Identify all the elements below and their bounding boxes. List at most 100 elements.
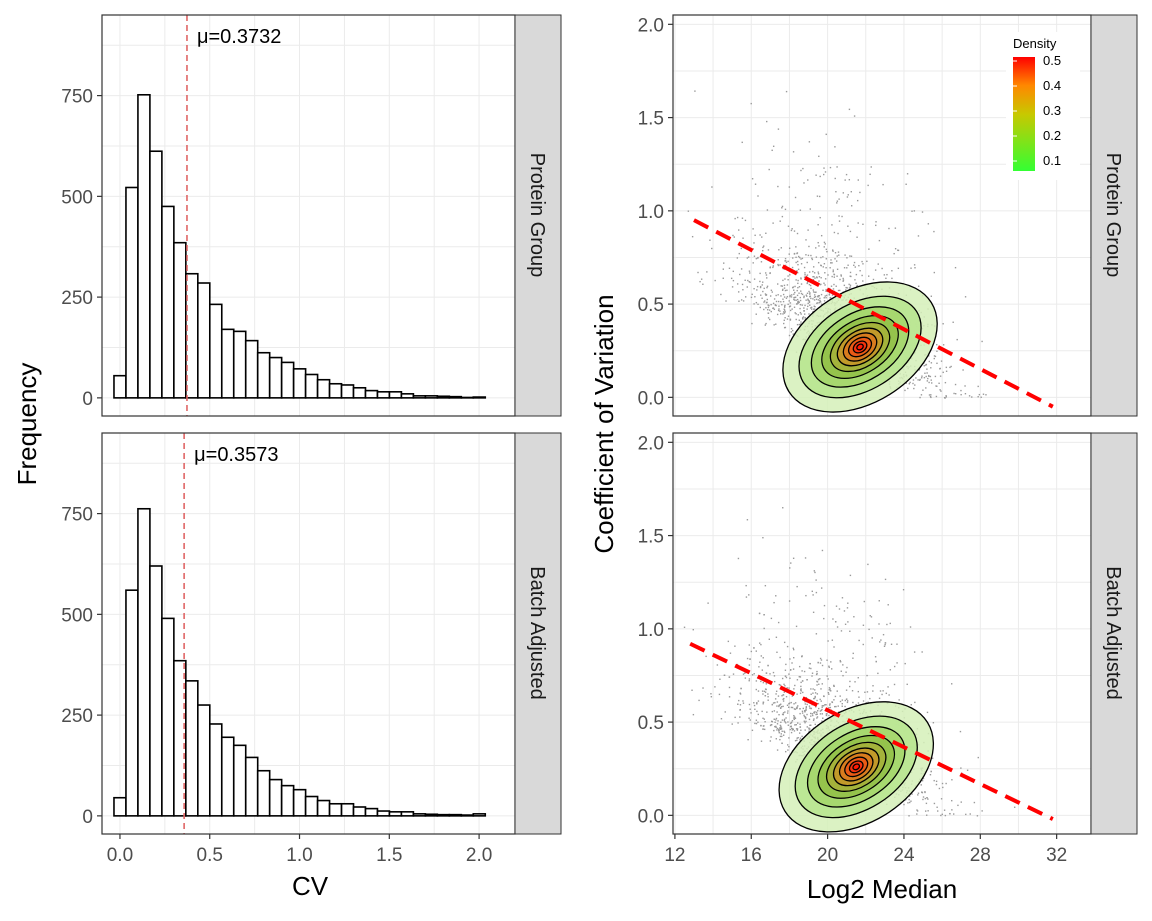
scatter-point: [881, 693, 883, 696]
scatter-point: [977, 396, 979, 398]
scatter-point: [862, 643, 864, 646]
scatter-point: [808, 718, 811, 721]
scatter-point: [801, 257, 804, 260]
scatter-point: [789, 658, 791, 660]
histogram-bar: [436, 395, 451, 399]
scatter-point: [857, 222, 859, 224]
scatter-point: [848, 287, 851, 289]
scatter-point: [841, 699, 844, 701]
scatter-point: [920, 377, 923, 379]
scatter-point: [748, 270, 751, 272]
scatter-point: [819, 299, 821, 302]
scatter-point: [864, 691, 866, 693]
scatter-point: [814, 291, 816, 294]
scatter-point: [928, 360, 931, 363]
scatter-point: [795, 318, 797, 321]
scatter-point: [845, 698, 848, 700]
scatter-point: [933, 355, 936, 357]
scatter-point: [982, 393, 985, 395]
scatter-point: [917, 794, 919, 796]
scatter-point: [782, 507, 784, 509]
trend-line: [693, 218, 1054, 409]
scatter-point: [809, 208, 811, 210]
histogram-bar: [161, 205, 175, 399]
histogram-bar: [328, 802, 343, 817]
scatter-point: [869, 615, 871, 617]
scatter-point: [702, 687, 704, 689]
scatter-point: [884, 642, 887, 644]
scatter-point: [926, 797, 928, 799]
scatter-point: [878, 697, 881, 699]
strip-scatter-bottom: Batch Adjusted: [1090, 432, 1138, 835]
panel-0: μ=0.3732 0 250 500 750: [61, 14, 516, 417]
scatter-point: [836, 690, 838, 692]
scatter-point: [809, 712, 812, 715]
scatter-point: [786, 704, 789, 706]
scatter-point: [811, 713, 814, 715]
scatter-point: [773, 601, 775, 604]
scatter-point: [821, 713, 823, 715]
scatter-point: [793, 730, 796, 732]
scatter-point: [882, 633, 885, 636]
scatter-point: [814, 692, 817, 694]
scatter-point: [772, 702, 775, 704]
scatter-point: [834, 146, 836, 148]
scatter-point: [768, 638, 771, 640]
scatter-point: [778, 683, 781, 686]
scatter-point: [844, 254, 846, 256]
scatter-point: [839, 700, 842, 703]
scatter-point: [811, 308, 813, 310]
scatter-point: [841, 705, 843, 707]
scatter-point: [791, 308, 793, 310]
scatter-point: [771, 291, 773, 293]
scatter-point: [765, 322, 767, 325]
scatter-point: [787, 710, 789, 712]
scatter-point: [773, 710, 776, 712]
scatter-point: [868, 275, 870, 277]
scatter-point: [757, 256, 759, 259]
scatter-point: [857, 690, 860, 693]
scatter-point: [820, 688, 822, 690]
scatter-point: [815, 174, 817, 176]
scatter-point: [797, 301, 799, 303]
scatter-point: [810, 667, 812, 670]
scatter-point: [858, 639, 860, 642]
scatter-point: [793, 717, 795, 719]
scatter-point: [755, 301, 758, 304]
scatter-point: [788, 305, 791, 308]
scatter-point: [707, 602, 709, 604]
scatter-point: [797, 736, 799, 739]
scatter-point: [772, 266, 774, 269]
scatter-point: [809, 295, 812, 297]
scatter-point: [808, 271, 811, 273]
scatter-point: [783, 719, 786, 722]
scatter-point: [933, 779, 935, 782]
scatter-point: [739, 692, 741, 694]
scatter-point: [787, 225, 790, 227]
scatter-point: [702, 283, 704, 285]
scatter-point: [768, 318, 771, 321]
histogram-bar: [472, 813, 487, 817]
scatter-point: [812, 719, 815, 722]
scatter-point: [777, 263, 779, 266]
scatter-point: [908, 815, 910, 817]
x-tick-label: 16: [741, 845, 762, 866]
scatter-point: [796, 294, 799, 297]
scatter-point: [885, 277, 887, 280]
scatter-point: [781, 289, 784, 292]
scatter-point: [732, 279, 735, 282]
scatter-point: [804, 717, 807, 720]
scatter-point: [918, 369, 921, 371]
scatter-point: [942, 323, 944, 325]
scatter-point: [778, 705, 780, 708]
scatter-point: [746, 286, 748, 288]
scatter-point: [810, 287, 812, 290]
scatter-point: [853, 115, 856, 117]
scatter-point: [783, 308, 785, 310]
scatter-point: [799, 739, 801, 741]
scatter-point: [789, 318, 792, 320]
scatter-point: [793, 299, 796, 301]
x-tick-label: 0.5: [197, 845, 223, 866]
scatter-point: [821, 549, 824, 552]
scatter-point: [819, 301, 822, 303]
